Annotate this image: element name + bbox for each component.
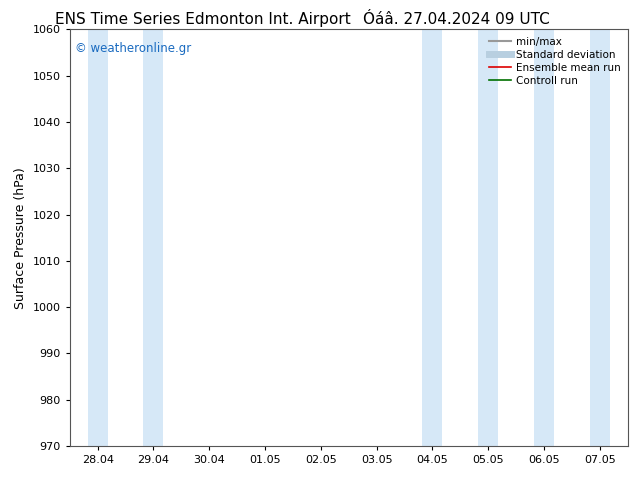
Bar	[87, 29, 108, 446]
Y-axis label: Surface Pressure (hPa): Surface Pressure (hPa)	[14, 167, 27, 309]
Text: Óáâ. 27.04.2024 09 UTC: Óáâ. 27.04.2024 09 UTC	[363, 12, 550, 27]
Bar	[590, 29, 610, 446]
Text: ENS Time Series Edmonton Int. Airport: ENS Time Series Edmonton Int. Airport	[55, 12, 351, 27]
Legend: min/max, Standard deviation, Ensemble mean run, Controll run: min/max, Standard deviation, Ensemble me…	[486, 35, 623, 88]
Bar	[534, 29, 554, 446]
Bar	[143, 29, 164, 446]
Bar	[422, 29, 443, 446]
Text: © weatheronline.gr: © weatheronline.gr	[75, 42, 191, 55]
Bar	[478, 29, 498, 446]
